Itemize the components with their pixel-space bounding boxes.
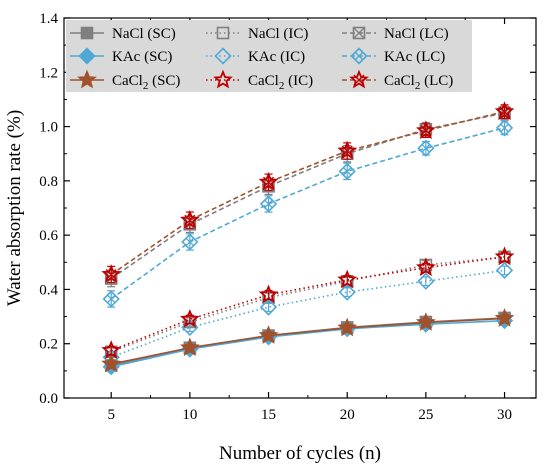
- legend-item-nacl-sc: NaCl (SC): [70, 26, 176, 42]
- legend-marker: [349, 69, 369, 89]
- series-line-nacl-ic: [110, 256, 505, 353]
- data-point: [416, 120, 436, 140]
- series-kac-lc: [102, 119, 514, 308]
- x-tick-label: 20: [340, 407, 355, 423]
- legend-item-nacl-lc: NaCl (LC): [342, 26, 449, 42]
- data-point: [338, 162, 356, 180]
- y-tick-label: 1.4: [39, 11, 58, 27]
- legend-label: NaCl (IC): [248, 26, 308, 42]
- series-line-nacl-lc: [110, 112, 505, 280]
- legend-marker: [214, 47, 232, 65]
- series-cacl2-sc: [101, 308, 515, 373]
- data-point: [180, 209, 200, 229]
- y-tick-label: 0.6: [39, 228, 58, 244]
- data-point: [180, 337, 200, 357]
- error-bar: [421, 276, 430, 287]
- y-tick-label: 0.4: [39, 282, 58, 298]
- data-point: [101, 264, 122, 283]
- legend: NaCl (SC) NaCl (IC) NaCl (LC) KAc (SC) KAc (…: [66, 20, 472, 92]
- data-point: [258, 171, 279, 191]
- data-point: [338, 283, 356, 301]
- legend-label: CaCl2 (LC): [384, 73, 453, 92]
- data-point: [181, 233, 199, 251]
- data-point: [258, 284, 279, 304]
- series-cacl2-ic: [101, 246, 515, 359]
- series-line-kac-sc: [111, 319, 505, 368]
- y-tick-label: 0.2: [39, 337, 58, 353]
- legend-marker: [350, 47, 368, 65]
- data-point: [337, 269, 358, 289]
- legend-item-kac-sc: KAc (SC): [70, 47, 172, 65]
- x-axis-label: Number of cycles (n): [219, 443, 381, 464]
- legend-marker: [352, 26, 366, 40]
- legend-item-cacl2-ic: CaCl2 (IC): [206, 69, 313, 92]
- legend-background: [66, 20, 472, 92]
- data-point: [180, 308, 200, 328]
- series-line-cacl2-lc: [110, 110, 505, 276]
- data-point: [416, 257, 436, 277]
- series-kac-sc: [102, 312, 514, 376]
- legend-marker: [213, 69, 233, 89]
- data-point: [495, 119, 514, 137]
- data-point: [416, 312, 436, 331]
- x-tick-label: 15: [261, 407, 276, 423]
- data-point: [259, 298, 278, 316]
- y-axis-label: Water absorption rate (%): [4, 110, 25, 306]
- x-tick-label: 25: [418, 407, 433, 423]
- legend-label: KAc (LC): [384, 49, 445, 65]
- legend-marker: [77, 69, 97, 89]
- data-point: [417, 139, 435, 157]
- x-tick-label: 5: [107, 407, 115, 423]
- series-kac-ic: [102, 261, 514, 366]
- legend-item-kac-lc: KAc (LC): [342, 47, 445, 65]
- series-cacl2-lc: [101, 101, 515, 284]
- data-point: [258, 325, 279, 344]
- data-point: [101, 340, 122, 359]
- legend-label: CaCl2 (IC): [248, 73, 313, 92]
- series-line-cacl2-ic: [110, 256, 505, 352]
- plot-area: [101, 101, 515, 376]
- data-point: [417, 272, 435, 290]
- legend-label: NaCl (LC): [384, 26, 449, 42]
- data-point: [494, 101, 515, 121]
- data-point: [337, 140, 358, 160]
- legend-item-cacl2-sc: CaCl2 (SC): [70, 69, 180, 92]
- legend-label: CaCl2 (SC): [112, 73, 180, 92]
- legend-label: KAc (SC): [112, 49, 172, 65]
- data-point: [495, 261, 514, 280]
- series-line-nacl-sc: [111, 317, 505, 367]
- x-tick-label: 10: [182, 407, 197, 423]
- legend-marker: [216, 26, 230, 40]
- series-line-kac-ic: [110, 269, 505, 359]
- y-tick-label: 0.8: [39, 174, 58, 190]
- legend-label: KAc (IC): [248, 49, 305, 65]
- series-line-cacl2-sc: [111, 317, 505, 365]
- data-point: [494, 246, 515, 266]
- data-point: [101, 353, 122, 373]
- axes: 0.0 0.2 0.4 0.6 0.8 1.0 1.2 1.4 5 10 15 20 25 30: [39, 11, 537, 423]
- legend-item-cacl2-lc: CaCl2 (LC): [342, 69, 453, 92]
- legend-marker: [78, 47, 96, 65]
- legend-marker: [80, 26, 94, 40]
- legend-item-kac-ic: KAc (IC): [206, 47, 305, 65]
- series-nacl-ic: [104, 250, 511, 359]
- x-tick-label: 30: [497, 407, 512, 423]
- data-point: [337, 317, 358, 337]
- legend-label: NaCl (SC): [112, 26, 176, 42]
- data-point: [102, 290, 120, 308]
- y-tick-label: 1.2: [39, 65, 58, 81]
- y-tick-label: 0.0: [39, 391, 58, 407]
- series-line-kac-lc: [110, 127, 505, 300]
- data-point: [494, 308, 515, 327]
- y-tick-label: 1.0: [39, 120, 58, 136]
- legend-item-nacl-ic: NaCl (IC): [206, 26, 308, 42]
- data-point: [259, 195, 278, 213]
